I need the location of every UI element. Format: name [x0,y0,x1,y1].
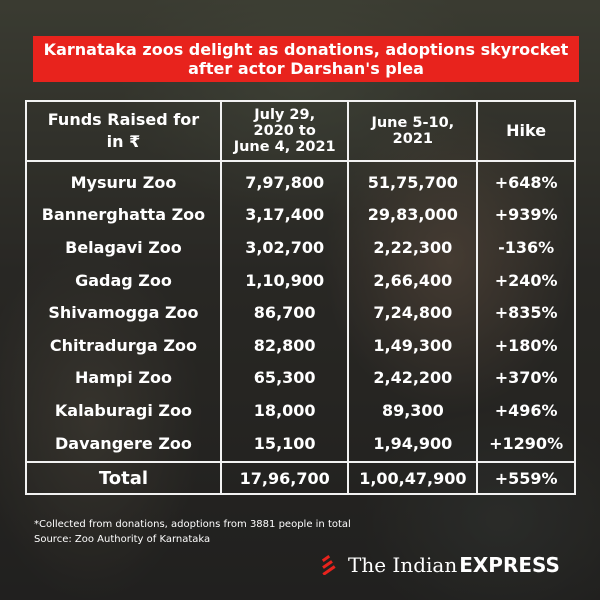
funds-period-1: 7,97,800 [219,161,350,199]
hike-value: -136% [476,231,576,264]
funds-period-1: 3,02,700 [219,231,350,264]
zoo-name: Hampi Zoo [25,361,222,395]
funds-period-2: 2,22,300 [347,231,479,264]
header-line: June 5-10, [371,115,455,131]
hike-value: +648% [476,161,576,199]
brand-the-indian: The Indian [348,553,458,577]
funds-period-1: 3,17,400 [219,198,350,232]
zoo-name: Davangere Zoo [25,426,222,463]
header-funds-raised: Funds Raised for in ₹ [25,100,222,162]
header-line: July 29, [254,107,316,123]
funds-period-2: 2,66,400 [347,263,479,297]
funds-period-1: 86,700 [219,296,350,329]
total-hike: +559% [476,461,576,496]
hike-value: +370% [476,361,576,395]
table-row: Davangere Zoo 15,100 1,94,900 +1290% [25,426,576,463]
funds-period-1: 18,000 [219,394,350,427]
zoo-name: Gadag Zoo [25,263,222,297]
header-line: Hike [506,121,547,140]
table-row: Bannerghatta Zoo 3,17,400 29,83,000 +939… [25,198,576,232]
hike-value: +835% [476,296,576,329]
footnote: *Collected from donations, adoptions fro… [34,517,574,547]
funds-period-2: 7,24,800 [347,296,479,329]
zoo-name: Kalaburagi Zoo [25,394,222,427]
table-row: Mysuru Zoo 7,97,800 51,75,700 +648% [25,161,576,199]
funds-period-2: 2,42,200 [347,361,479,395]
footnote-note: *Collected from donations, adoptions fro… [34,519,351,530]
table-row: Chitradurga Zoo 82,800 1,49,300 +180% [25,328,576,362]
header-line: 2020 to [253,123,316,139]
funds-period-1: 15,100 [219,426,350,463]
hike-value: +1290% [476,426,576,463]
header-period-1: July 29, 2020 to June 4, 2021 [219,100,350,162]
hike-value: +939% [476,198,576,232]
header-hike: Hike [476,100,576,162]
indian-express-mark-icon [322,555,336,575]
headline-line-2: after actor Darshan's plea [188,59,424,78]
header-line: June 4, 2021 [233,139,336,155]
total-period-2: 1,00,47,900 [347,461,479,496]
table-row: Gadag Zoo 1,10,900 2,66,400 +240% [25,263,576,297]
zoo-name: Bannerghatta Zoo [25,198,222,232]
funds-period-2: 89,300 [347,394,479,427]
header-line: in ₹ [106,132,141,151]
table-row: Shivamogga Zoo 86,700 7,24,800 +835% [25,296,576,329]
funds-table: Funds Raised for in ₹ July 29, 2020 to J… [25,100,576,496]
funds-period-1: 1,10,900 [219,263,350,297]
headline-line-1: Karnataka zoos delight as donations, ado… [43,40,569,59]
funds-period-2: 1,49,300 [347,328,479,362]
table-row: Kalaburagi Zoo 18,000 89,300 +496% [25,394,576,427]
zoo-name: Mysuru Zoo [25,161,222,199]
zoo-name: Chitradurga Zoo [25,328,222,362]
funds-period-2: 29,83,000 [347,198,479,232]
hike-value: +180% [476,328,576,362]
total-label: Total [25,461,222,496]
funds-period-1: 82,800 [219,328,350,362]
header-line: Funds Raised for [47,110,200,129]
indian-express-logo: The Indian EXPRESS [322,552,560,578]
funds-period-2: 1,94,900 [347,426,479,463]
footnote-source: Source: Zoo Authority of Karnataka [34,534,211,545]
table-row: Belagavi Zoo 3,02,700 2,22,300 -136% [25,231,576,264]
total-row: Total 17,96,700 1,00,47,900 +559% [25,461,576,496]
funds-period-1: 65,300 [219,361,350,395]
zoo-name: Belagavi Zoo [25,231,222,264]
zoo-name: Shivamogga Zoo [25,296,222,329]
header-line: 2021 [392,131,434,147]
table-header-row: Funds Raised for in ₹ July 29, 2020 to J… [25,100,576,162]
funds-period-2: 51,75,700 [347,161,479,199]
hike-value: +240% [476,263,576,297]
table-row: Hampi Zoo 65,300 2,42,200 +370% [25,361,576,395]
table-body: Mysuru Zoo 7,97,800 51,75,700 +648% Bann… [25,161,576,463]
headline-banner: Karnataka zoos delight as donations, ado… [33,36,579,82]
hike-value: +496% [476,394,576,427]
brand-express: EXPRESS [459,553,560,577]
total-period-1: 17,96,700 [219,461,350,496]
header-period-2: June 5-10, 2021 [347,100,479,162]
